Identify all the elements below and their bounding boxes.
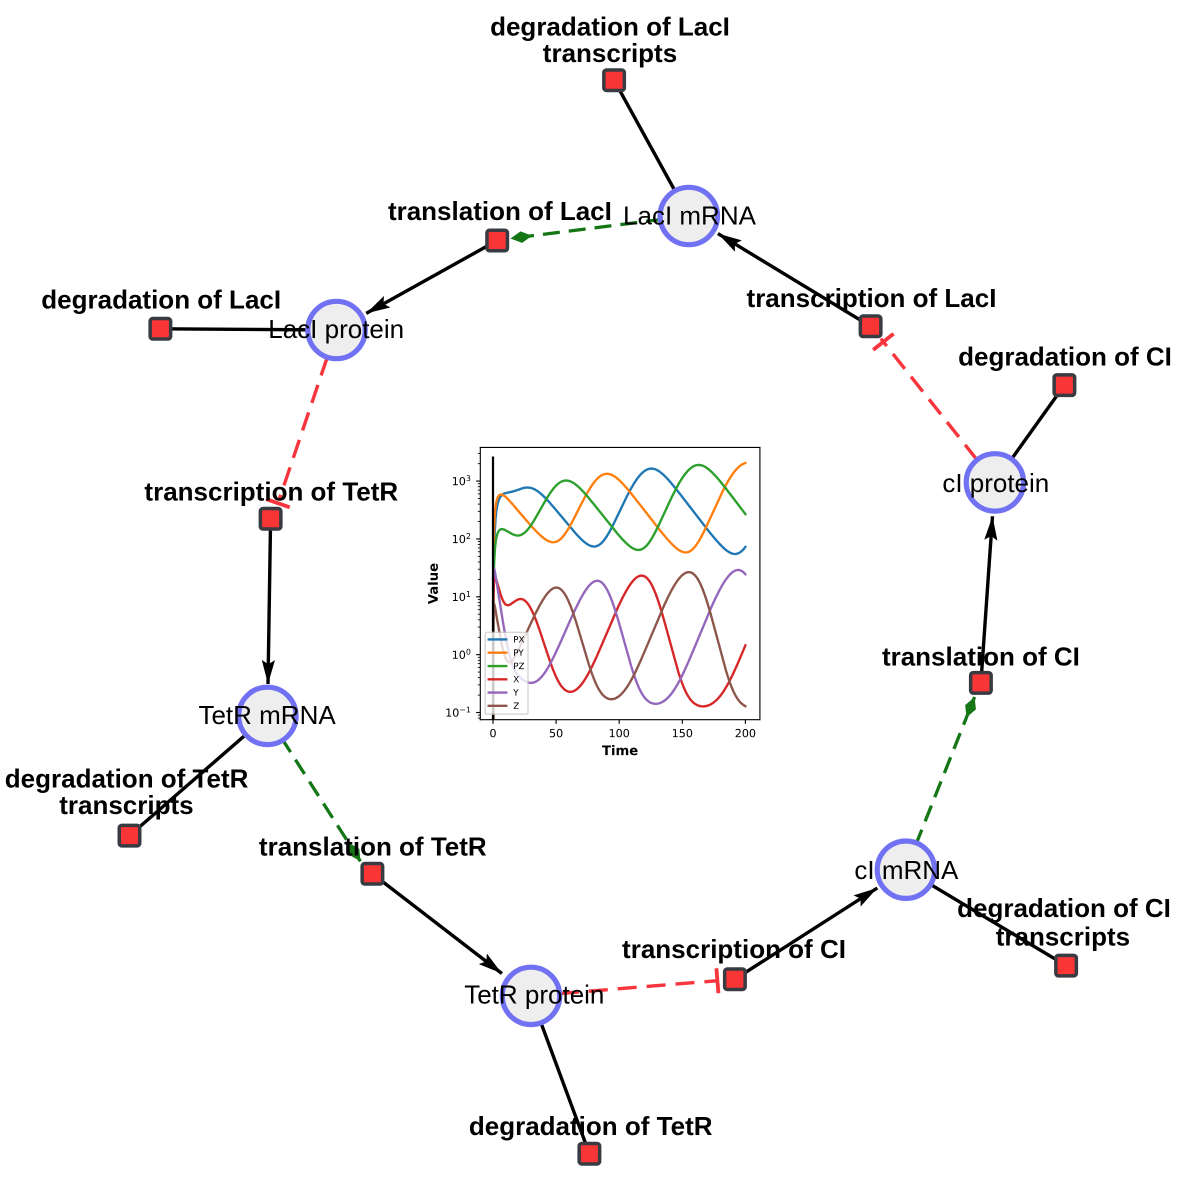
svg-text:cI protein: cI protein <box>942 468 1049 498</box>
svg-text:translation of CI: translation of CI <box>882 642 1080 672</box>
svg-text:degradation of TetR: degradation of TetR <box>5 763 249 793</box>
svg-text:LacI mRNA: LacI mRNA <box>623 200 757 230</box>
svg-text:transcription of LacI: transcription of LacI <box>747 283 997 313</box>
svg-text:transcripts: transcripts <box>996 922 1130 952</box>
svg-text:degradation of CI: degradation of CI <box>957 893 1171 923</box>
svg-text:TetR mRNA: TetR mRNA <box>198 700 336 730</box>
svg-text:translation of LacI: translation of LacI <box>388 196 612 226</box>
svg-text:cI mRNA: cI mRNA <box>854 855 959 885</box>
svg-text:TetR protein: TetR protein <box>464 980 604 1010</box>
svg-text:transcripts: transcripts <box>543 38 677 68</box>
svg-text:transcripts: transcripts <box>59 790 193 820</box>
svg-text:LacI protein: LacI protein <box>268 314 404 344</box>
svg-text:degradation of LacI: degradation of LacI <box>41 284 281 314</box>
svg-text:transcription of CI: transcription of CI <box>622 934 846 964</box>
svg-text:degradation of CI: degradation of CI <box>958 342 1172 372</box>
svg-text:degradation of LacI: degradation of LacI <box>490 11 730 41</box>
svg-text:transcription of TetR: transcription of TetR <box>144 476 398 506</box>
svg-text:degradation of TetR: degradation of TetR <box>469 1111 713 1141</box>
svg-text:translation of TetR: translation of TetR <box>259 832 487 862</box>
